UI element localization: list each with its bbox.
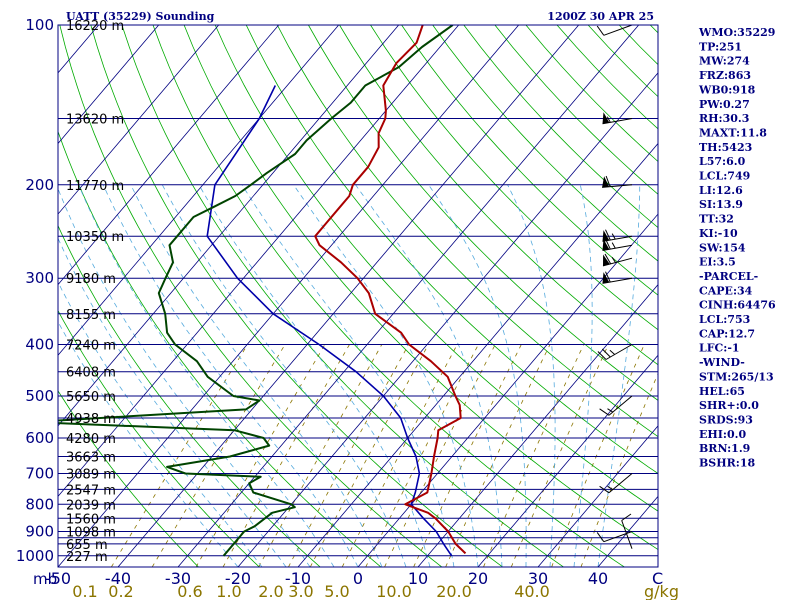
mixing-ratio-label: 0.6 bbox=[177, 582, 202, 600]
chart-date: 1200Z 30 APR 25 bbox=[547, 10, 654, 23]
sounding-index-item: SI:13.9 bbox=[699, 198, 743, 211]
chart-title: UATT (35229) Sounding bbox=[66, 10, 215, 23]
sounding-index-item: TH:5423 bbox=[699, 141, 752, 154]
height-level-label: 6408 m bbox=[66, 366, 116, 381]
height-level-label: 10350 m bbox=[66, 230, 124, 245]
sounding-index-item: RH:30.3 bbox=[699, 112, 749, 125]
sounding-index-item: PW:0.27 bbox=[699, 98, 750, 111]
height-level-label: 7240 m bbox=[66, 339, 116, 354]
mb-axis-unit-label: mb bbox=[33, 570, 57, 588]
sounding-index-item: WMO:35229 bbox=[698, 26, 775, 39]
mixing-ratio-label: 0.2 bbox=[108, 582, 133, 600]
sounding-index-item: -PARCEL- bbox=[699, 270, 758, 283]
sounding-index-item: FRZ:863 bbox=[699, 69, 751, 82]
pressure-tick-label: 400 bbox=[25, 336, 54, 354]
pressure-tick-label: 200 bbox=[25, 176, 54, 194]
pressure-tick-label: 300 bbox=[25, 269, 54, 287]
height-level-label: 8155 m bbox=[66, 308, 116, 323]
sounding-index-item: MAXT:11.8 bbox=[699, 126, 767, 139]
mixing-ratio-label: 20.0 bbox=[436, 582, 472, 600]
sounding-index-item: LFC:-1 bbox=[699, 342, 740, 355]
sounding-index-item: L57:6.0 bbox=[699, 155, 746, 168]
sounding-index-item: SHR+:0.0 bbox=[699, 399, 759, 412]
sounding-index-item: EHI:0.0 bbox=[699, 428, 746, 441]
height-level-label: 9180 m bbox=[66, 272, 116, 287]
height-level-label: 5650 m bbox=[66, 390, 116, 405]
height-level-label: 2547 m bbox=[66, 483, 116, 498]
sounding-index-item: LCL:753 bbox=[699, 313, 750, 326]
height-level-label: 4938 m bbox=[66, 412, 116, 427]
pressure-tick-label: 100 bbox=[25, 16, 54, 34]
pressure-tick-label: 700 bbox=[25, 465, 54, 483]
sounding-index-item: MW:274 bbox=[699, 55, 750, 68]
temperature-tick-label: 0 bbox=[353, 569, 363, 588]
temperature-tick-label: 40 bbox=[588, 569, 608, 588]
mixing-ratio-label: 1.0 bbox=[216, 582, 241, 600]
sounding-index-item: CINH:64476 bbox=[699, 299, 776, 312]
sounding-index-item: TP:251 bbox=[699, 40, 742, 53]
sounding-index-item: SRDS:93 bbox=[699, 413, 753, 426]
sounding-index-item: BSHR:18 bbox=[699, 457, 755, 470]
sounding-index-item: EI:3.5 bbox=[699, 256, 736, 269]
pressure-tick-label: 800 bbox=[25, 495, 54, 513]
height-level-label: 11770 m bbox=[66, 179, 124, 194]
pressure-tick-label: 900 bbox=[25, 523, 54, 541]
sounding-index-item: LI:12.6 bbox=[699, 184, 743, 197]
mixing-ratio-label: 2.0 bbox=[258, 582, 283, 600]
sounding-index-item: -WIND- bbox=[699, 356, 745, 369]
sounding-index-item: TT:32 bbox=[699, 213, 734, 226]
sounding-index-item: CAP:12.7 bbox=[699, 327, 755, 340]
height-level-label: 13620 m bbox=[66, 113, 124, 128]
sounding-index-item: BRN:1.9 bbox=[699, 442, 750, 455]
sounding-index-item: HEL:65 bbox=[699, 385, 745, 398]
height-level-label: 3663 m bbox=[66, 451, 116, 466]
mixing-ratio-label: 5.0 bbox=[324, 582, 349, 600]
mixing-ratio-unit-label: g/kg bbox=[644, 582, 679, 600]
height-level-label: 227 m bbox=[66, 550, 108, 565]
pressure-tick-label: 500 bbox=[25, 387, 54, 405]
mixing-ratio-label: 40.0 bbox=[514, 582, 550, 600]
pressure-tick-label: 600 bbox=[25, 429, 54, 447]
pressure-tick-label: 1000 bbox=[16, 547, 54, 565]
height-level-label: 2039 m bbox=[66, 498, 116, 513]
height-level-label: 3089 m bbox=[66, 468, 116, 483]
sounding-index-item: CAPE:34 bbox=[699, 284, 753, 297]
height-level-label: 4280 m bbox=[66, 432, 116, 447]
sounding-index-item: KI:-10 bbox=[699, 227, 738, 240]
mixing-ratio-label: 0.1 bbox=[72, 582, 97, 600]
mixing-ratio-label: 3.0 bbox=[288, 582, 313, 600]
sounding-index-item: WB0:918 bbox=[698, 83, 756, 96]
mixing-ratio-label: 10.0 bbox=[376, 582, 412, 600]
sounding-index-item: LCL:749 bbox=[699, 170, 750, 183]
sounding-index-item: SW:154 bbox=[699, 241, 746, 254]
sounding-index-item: STM:265/13 bbox=[699, 370, 774, 383]
